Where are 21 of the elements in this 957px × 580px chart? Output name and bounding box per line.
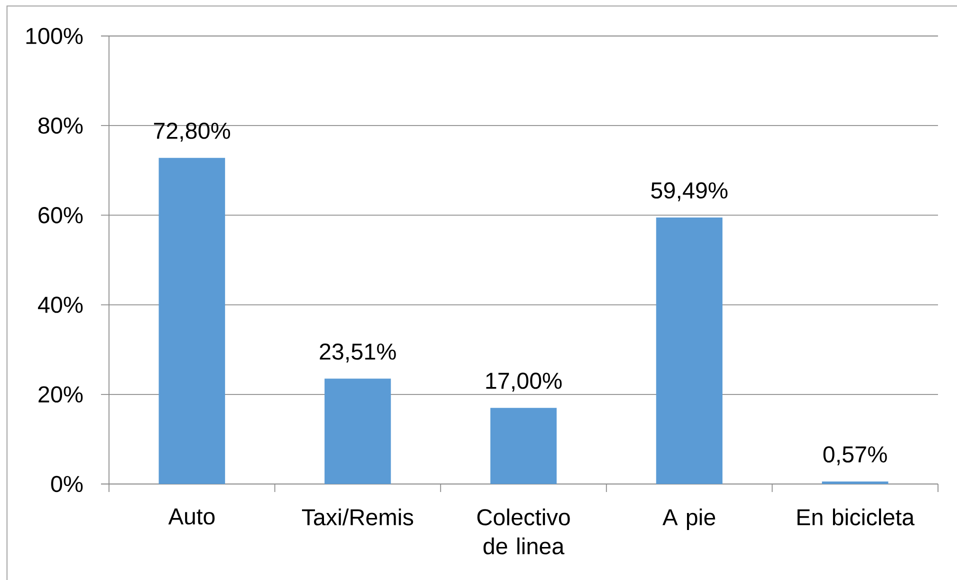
data-label: 72,80% — [154, 122, 230, 142]
x-tick-label: Auto — [168, 508, 215, 525]
data-label: 59,49% — [651, 182, 728, 202]
data-label: 17,00% — [486, 372, 562, 392]
x-tick-label: A pie — [662, 508, 716, 530]
y-tick-label: 20% — [38, 386, 83, 403]
data-label: 0,57% — [823, 446, 887, 466]
y-tick-label: 0% — [51, 476, 83, 492]
x-tick-label: Colectivo de linea — [477, 508, 570, 554]
bar — [158, 158, 226, 484]
bar — [656, 217, 722, 484]
bar — [490, 408, 557, 484]
x-tick-label: Taxi/Remis — [302, 508, 414, 526]
y-tick-label: 40% — [38, 296, 83, 313]
bar — [324, 378, 391, 484]
bar — [822, 481, 888, 484]
data-label: 23,51% — [320, 343, 396, 362]
y-tick-label: 80% — [38, 117, 83, 134]
y-tick-label: 60% — [38, 207, 83, 224]
x-tick-label: En bicicleta — [798, 508, 915, 526]
y-tick-label: 100% — [26, 28, 83, 44]
